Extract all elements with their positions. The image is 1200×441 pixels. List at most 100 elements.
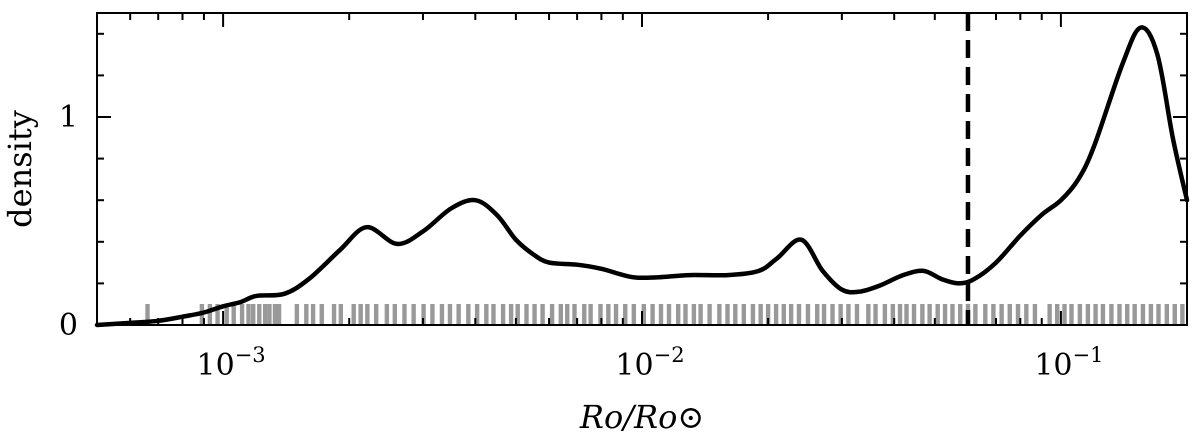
rug-mark (873, 304, 878, 324)
rug-mark (683, 304, 688, 324)
rug-mark (1077, 304, 1083, 324)
rug-mark (1024, 304, 1029, 324)
rug-mark (1085, 304, 1091, 324)
rug-mark (805, 304, 811, 324)
rug-mark (351, 304, 356, 324)
rug-mark (515, 304, 520, 324)
rug-mark (1156, 304, 1161, 324)
rug-mark (623, 304, 628, 324)
rug-mark (691, 304, 697, 324)
x-axis-label: Ro/Ro⊙ (579, 398, 704, 436)
rug-mark (854, 304, 860, 324)
rug-mark (430, 304, 435, 324)
rug-mark (374, 304, 379, 324)
x-tick-label-base: 10 (197, 348, 235, 383)
rug-mark (524, 304, 529, 324)
rug-mark (942, 304, 948, 324)
rug-mark (310, 304, 316, 324)
rug-mark (650, 304, 655, 324)
x-tick-label: 10−2 (615, 343, 684, 383)
rug-mark (904, 304, 909, 324)
rug-mark (1180, 304, 1185, 324)
density-curve (94, 25, 1190, 328)
rug-mark (950, 304, 955, 324)
rug-mark (456, 304, 461, 324)
rug-mark (540, 304, 545, 324)
rug-mark (257, 304, 262, 324)
rug-mark (582, 304, 587, 324)
rug-mark (675, 304, 681, 324)
rug-mark (890, 304, 896, 324)
rug-mark (588, 304, 593, 324)
y-tick-label: 1 (59, 100, 78, 135)
rug-mark (572, 304, 577, 324)
rug-mark (145, 304, 150, 324)
rug-mark (1093, 304, 1098, 324)
x-tick-label: 10−1 (1034, 343, 1103, 383)
rug-mark (439, 304, 445, 324)
x-tick-label-base: 10 (615, 348, 653, 383)
y-axis-label: density (1, 110, 39, 228)
x-tick-label: 10−3 (197, 343, 266, 383)
rug-mark (1164, 304, 1170, 324)
rug-mark (500, 304, 506, 324)
rug-mark (294, 304, 300, 324)
rug-mark (447, 304, 453, 324)
rug-mark (717, 304, 722, 324)
rug-mark (882, 304, 888, 324)
rug-mark (631, 304, 637, 324)
rug-mark (565, 304, 570, 324)
rug-mark (207, 304, 213, 324)
rug-mark (897, 304, 903, 324)
rug-mark (1172, 304, 1177, 324)
rug-mark (927, 304, 932, 324)
rug-mark (991, 304, 996, 324)
rug-mark (733, 304, 738, 324)
rug-mark (788, 304, 794, 324)
rug-mark (606, 304, 611, 324)
rug-mark (973, 304, 978, 324)
rug-mark (251, 304, 256, 324)
rug-mark (838, 304, 843, 324)
rug-mark (558, 304, 564, 324)
rug-mark (658, 304, 664, 324)
rug-mark (338, 304, 344, 324)
rug-mark (1032, 304, 1038, 324)
x-tick-label-exponent: −3 (235, 343, 266, 367)
rug-mark (402, 304, 407, 324)
rug-mark (421, 304, 426, 324)
rug-mark (935, 304, 940, 324)
rug-mark (532, 304, 537, 324)
rug-mark (1055, 304, 1060, 324)
rug-mark (491, 304, 496, 324)
rug-mark (474, 304, 480, 324)
rug-mark (781, 304, 786, 324)
rug-mark (224, 304, 229, 324)
rug-layer (145, 304, 1185, 324)
rug-mark (1007, 304, 1012, 324)
rug-mark (466, 304, 471, 324)
rug-mark (392, 304, 398, 324)
rug-mark (331, 304, 337, 324)
rug-mark (262, 304, 268, 324)
rug-mark (911, 304, 917, 324)
rug-mark (319, 304, 324, 324)
rug-mark (815, 304, 820, 324)
rug-mark (725, 304, 730, 324)
x-tick-label-base: 10 (1034, 348, 1072, 383)
rug-mark (999, 304, 1004, 324)
rug-mark (920, 304, 925, 324)
rug-mark (1109, 304, 1114, 324)
rug-mark (267, 304, 272, 324)
x-tick-label-exponent: −1 (1073, 343, 1104, 367)
rug-mark (1132, 304, 1137, 324)
rug-mark (1100, 304, 1106, 324)
rug-mark (613, 304, 619, 324)
labels-layer: 10−3 10−2 10−101 (59, 100, 1104, 383)
rug-mark (830, 304, 835, 324)
rug-mark (707, 304, 712, 324)
rug-mark (358, 304, 363, 324)
rug-mark (666, 304, 672, 324)
plot-frame (96, 12, 1188, 326)
